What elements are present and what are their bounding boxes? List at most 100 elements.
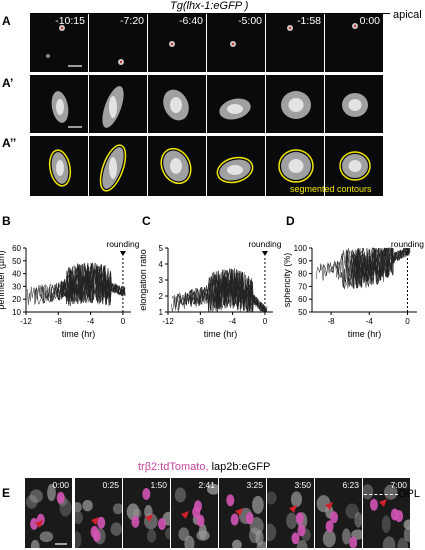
tissue-image <box>75 478 122 548</box>
cell-image <box>89 14 147 72</box>
timestamp-label: -7:20 <box>120 15 144 27</box>
y-axis-label: perimeter (µm) <box>0 250 6 309</box>
cell-trace <box>345 247 410 289</box>
cell-image <box>325 75 383 133</box>
micrograph-tile: -6:40 <box>148 14 206 72</box>
cell-trace <box>205 269 268 313</box>
micrograph-tile <box>325 136 383 196</box>
micrograph-tile <box>148 75 206 133</box>
tissue-tile: 0:00 <box>25 478 72 548</box>
y-tick-label: 80 <box>298 270 307 279</box>
timestamp-label: 0:25 <box>102 480 119 490</box>
micrograph-tile: 0:00 <box>325 14 383 72</box>
rounding-label: rounding <box>248 239 281 249</box>
opl-label: OPL <box>398 488 421 500</box>
micrograph-tile <box>30 136 88 196</box>
panel-label-a-prime: A’ <box>2 76 14 90</box>
y-axis-label: sphericity (%) <box>284 253 292 308</box>
x-axis-label: time (hr) <box>204 329 238 339</box>
panel-label-c: C <box>142 214 151 228</box>
cell-trace <box>61 263 125 305</box>
y-tick-label: 30 <box>12 282 21 291</box>
micrograph-tile <box>207 75 265 133</box>
legend-magenta-label: trβ2:tdTomato, <box>138 461 209 473</box>
tissue-image <box>363 478 410 548</box>
chart-elongation: 1 2 3 4 5 -12 -8 -4 0 time (hr) elongation ratio ro… <box>140 239 282 339</box>
cell-image <box>325 14 383 72</box>
micrograph-tile <box>266 75 324 133</box>
chart-sphericity: 50 60 70 80 90 100 -8 -4 0 time (hr) sphericity (%… <box>284 239 424 339</box>
y-tick-label: 5 <box>159 244 164 253</box>
tissue-tile: 6:23 <box>315 478 362 548</box>
micrograph-tile <box>266 136 324 196</box>
cell-trace <box>27 264 126 306</box>
x-tick-label: 0 <box>121 317 126 326</box>
y-tick-label: 90 <box>298 257 307 266</box>
tissue-image <box>315 478 362 548</box>
apical-label: apical <box>393 9 422 21</box>
timestamp-label: 0:00 <box>52 480 69 490</box>
y-tick-label: 70 <box>298 282 307 291</box>
timestamp-label: -10:15 <box>55 15 85 27</box>
cell-trace <box>183 270 267 313</box>
panel-label-e: E <box>2 486 11 500</box>
micrograph-tile <box>30 75 88 133</box>
tissue-tile: 3:25 <box>219 478 266 548</box>
cell-image <box>30 14 88 72</box>
micrograph-tile: -1:58 <box>266 14 324 72</box>
arrowhead <box>289 505 297 513</box>
y-tick-label: 1 <box>159 308 164 317</box>
y-tick-label: 4 <box>159 260 164 269</box>
micrograph-tile: -5:00 <box>207 14 265 72</box>
cell-image <box>207 75 265 133</box>
tissue-tile: 3:50 <box>267 478 314 548</box>
cell-image <box>266 14 324 72</box>
micrograph-tile <box>148 136 206 196</box>
cell-image <box>325 136 383 196</box>
y-tick-label: 50 <box>298 308 307 317</box>
timestamp-label: 2:41 <box>198 480 215 490</box>
micrograph-tile <box>325 75 383 133</box>
x-tick-label: -12 <box>162 317 174 326</box>
cell-trace <box>354 247 411 288</box>
arrowhead <box>91 517 99 525</box>
timestamp-label: 6:23 <box>342 480 359 490</box>
cell-trace <box>355 247 410 288</box>
cell-image <box>207 136 265 196</box>
y-axis-label: elongation ratio <box>140 249 148 311</box>
title-underline <box>30 13 390 14</box>
y-tick-label: 60 <box>12 244 21 253</box>
cell-image <box>148 14 206 72</box>
y-tick-label: 60 <box>298 295 307 304</box>
segmented-contours-label: segmented contours <box>290 184 372 194</box>
arrowhead <box>145 514 153 522</box>
tissue-tile: 1:50 <box>123 478 170 548</box>
y-tick-label: 20 <box>12 295 21 304</box>
panel-label-a-double-prime: A’’ <box>2 136 17 150</box>
timestamp-label: -1:58 <box>297 15 321 27</box>
micrograph-tile <box>89 75 147 133</box>
arrowhead <box>379 499 387 507</box>
arrowhead <box>235 508 243 516</box>
cell-image <box>30 75 88 133</box>
cell-image <box>89 136 147 196</box>
tissue-image <box>25 478 72 548</box>
cell-image <box>148 136 206 196</box>
x-axis-label: time (hr) <box>62 329 96 339</box>
arrowhead <box>325 502 333 510</box>
x-tick-label: -8 <box>197 317 205 326</box>
tissue-image <box>219 478 266 548</box>
x-tick-label: -8 <box>55 317 63 326</box>
x-tick-label: -4 <box>87 317 95 326</box>
timestamp-label: 7:00 <box>390 480 407 490</box>
x-tick-label: 0 <box>405 317 410 326</box>
timestamp-label: -6:40 <box>179 15 203 27</box>
micrograph-tile <box>207 136 265 196</box>
x-tick-label: -4 <box>366 317 374 326</box>
cell-image <box>30 136 88 196</box>
rounding-arrow <box>261 251 268 256</box>
x-tick-label: -8 <box>328 317 336 326</box>
arrowhead <box>35 520 43 528</box>
y-tick-label: 2 <box>159 292 164 301</box>
panel-label-d: D <box>286 214 295 228</box>
